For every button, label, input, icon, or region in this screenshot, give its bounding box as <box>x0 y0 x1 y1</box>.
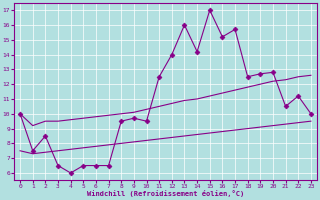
X-axis label: Windchill (Refroidissement éolien,°C): Windchill (Refroidissement éolien,°C) <box>87 190 244 197</box>
